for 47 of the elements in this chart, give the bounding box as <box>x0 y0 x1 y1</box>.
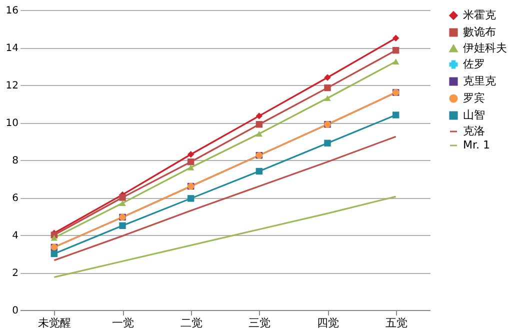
y-tick-label: 0 <box>12 306 18 316</box>
x-tick-label: 一觉 <box>112 316 134 330</box>
point <box>187 195 194 202</box>
y-tick-label: 2 <box>12 268 18 279</box>
x-tick-label: 二觉 <box>180 316 202 330</box>
y-tick-label: 14 <box>6 43 18 54</box>
point <box>119 200 126 206</box>
legend-label: 米霍克 <box>463 8 496 22</box>
x-tick-label: 未觉醒 <box>38 316 72 330</box>
x-tick-label: 五觉 <box>385 316 408 330</box>
legend-label: 伊娃科夫 <box>463 42 507 54</box>
y-tick-label: 16 <box>6 6 18 16</box>
point <box>324 84 331 92</box>
legend-label: 山智 <box>463 108 485 122</box>
point <box>256 130 263 137</box>
y-tick-label: 4 <box>12 230 18 242</box>
y-tick-label: 8 <box>12 156 18 166</box>
point <box>392 46 400 54</box>
point <box>324 74 331 81</box>
point <box>324 95 331 102</box>
legend-label: 罗宾 <box>463 92 485 104</box>
point <box>187 158 194 166</box>
legend-label: 佐罗 <box>463 58 485 70</box>
line-series <box>53 136 397 262</box>
line-series <box>53 196 397 278</box>
point <box>256 168 263 175</box>
legend-label: Mr. 1 <box>463 138 490 152</box>
y-tick-label: 10 <box>6 118 18 129</box>
point <box>256 112 263 120</box>
legend-label: 克洛 <box>463 124 485 138</box>
point <box>392 112 400 118</box>
point <box>119 194 126 201</box>
point <box>256 121 263 128</box>
x-tick-label: 三觉 <box>248 316 271 330</box>
legend-label: 數诡布 <box>463 26 496 38</box>
legend-label: 克里克 <box>463 74 496 88</box>
point <box>187 151 194 158</box>
point <box>119 222 126 229</box>
y-tick-label: 6 <box>12 193 18 204</box>
y-tick-label: 12 <box>6 80 18 92</box>
point <box>392 58 400 64</box>
point <box>324 140 331 146</box>
x-tick-label: 四觉 <box>317 316 339 330</box>
point <box>50 234 58 241</box>
point <box>392 34 400 42</box>
point <box>50 250 58 258</box>
point <box>187 164 194 170</box>
